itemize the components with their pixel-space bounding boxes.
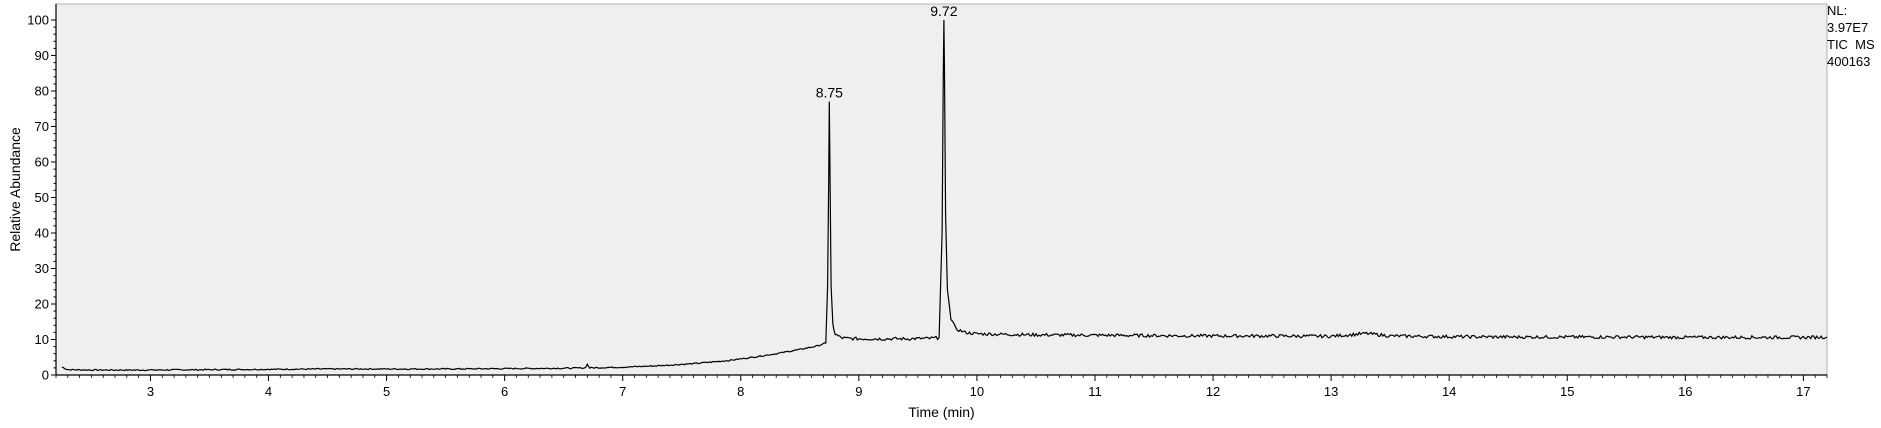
- info-sample-id: 400163: [1827, 54, 1871, 69]
- peak-label: 9.72: [930, 3, 957, 19]
- x-tick-label: 5: [383, 384, 390, 399]
- x-tick-label: 7: [619, 384, 626, 399]
- x-tick-label: 14: [1442, 384, 1456, 399]
- chromatogram-trace: [61, 19, 1828, 372]
- info-box: NL: 3.97E7 TIC MS 400163: [1827, 2, 1875, 70]
- x-tick-label: 16: [1678, 384, 1692, 399]
- info-nl-label: NL:: [1827, 3, 1848, 18]
- x-tick-label: 13: [1324, 384, 1338, 399]
- y-tick-label: 60: [35, 155, 49, 170]
- x-tick-label: 15: [1560, 384, 1574, 399]
- x-tick-label: 3: [147, 384, 154, 399]
- y-axis-title: Relative Abundance: [7, 127, 23, 252]
- plot-area: [55, 3, 1828, 376]
- y-axis-ticks: 0 10 20 30 40 50 60 70 80 90 100: [27, 13, 56, 383]
- y-tick-label: 0: [42, 368, 49, 383]
- x-tick-label: 4: [265, 384, 272, 399]
- info-scan-type: TIC MS: [1827, 37, 1875, 52]
- info-nl-value: 3.97E7: [1827, 20, 1869, 35]
- x-axis-title: Time (min): [908, 404, 974, 420]
- y-tick-label: 80: [35, 84, 49, 99]
- x-tick-label: 17: [1796, 384, 1810, 399]
- y-tick-label: 70: [35, 119, 49, 134]
- x-axis-ticks: 3 4 5 6 7 8 9 10 11 12 13 14 15 16 17: [55, 375, 1828, 399]
- y-tick-label: 10: [35, 332, 49, 347]
- y-tick-label: 30: [35, 261, 49, 276]
- x-tick-label: 11: [1088, 384, 1102, 399]
- y-tick-label: 40: [35, 226, 49, 241]
- y-tick-label: 90: [35, 48, 49, 63]
- x-tick-label: 8: [737, 384, 744, 399]
- y-tick-label: 100: [27, 13, 49, 28]
- x-tick-label: 12: [1206, 384, 1220, 399]
- y-tick-label: 20: [35, 297, 49, 312]
- x-tick-label: 10: [970, 384, 984, 399]
- x-tick-label: 6: [501, 384, 508, 399]
- peak-labels: 8.75 9.72: [816, 3, 958, 101]
- x-tick-label: 9: [855, 384, 862, 399]
- peak-label: 8.75: [816, 85, 843, 101]
- y-tick-label: 50: [35, 190, 49, 205]
